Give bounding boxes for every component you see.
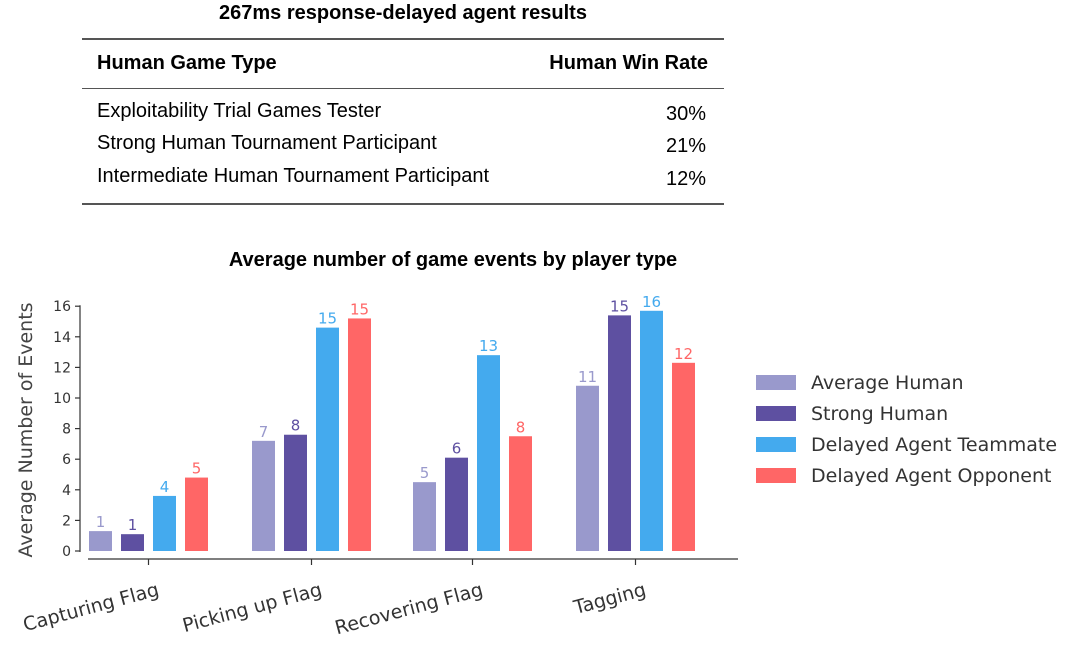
x-tick-label: Capturing Flag [21, 579, 162, 636]
row-win-rate: 30% [665, 103, 706, 125]
data-label: 16 [642, 293, 661, 311]
row-game-type: Strong Human Tournament Participant [97, 132, 437, 154]
data-label: 11 [578, 368, 597, 386]
y-tick-label: 2 [62, 513, 71, 529]
data-label: 1 [96, 513, 106, 531]
legend-label: Delayed Agent Teammate [811, 434, 1057, 456]
bar [413, 482, 436, 551]
table-row: Intermediate Human Tournament Participan… [82, 165, 724, 195]
bar [672, 362, 695, 551]
data-label: 15 [610, 297, 629, 315]
bar [252, 440, 275, 551]
chart-title: Average number of game events by player … [228, 249, 678, 271]
data-label: 13 [479, 337, 498, 355]
bar [284, 434, 307, 551]
bar [185, 477, 208, 551]
data-label: 8 [516, 418, 526, 436]
legend-label: Delayed Agent Opponent [811, 465, 1051, 487]
legend-swatch [756, 437, 796, 452]
bar [153, 495, 176, 551]
legend-swatch [756, 406, 796, 421]
y-tick-label: 14 [53, 330, 71, 346]
data-label: 12 [674, 345, 693, 363]
bar [640, 310, 663, 551]
data-label: 5 [192, 460, 202, 478]
bar [477, 355, 500, 551]
header-win-rate: Human Win Rate [549, 52, 708, 74]
y-tick-label: 10 [53, 391, 71, 407]
bar [316, 327, 339, 551]
table-header-rule [82, 88, 724, 89]
table-top-rule [82, 38, 724, 40]
legend-swatch [756, 375, 796, 390]
row-game-type: Exploitability Trial Games Tester [97, 100, 382, 122]
data-label: 1 [128, 516, 138, 534]
data-label: 15 [350, 300, 369, 318]
data-label: 5 [420, 464, 430, 482]
data-label: 7 [259, 423, 269, 441]
row-win-rate: 12% [665, 168, 706, 190]
table-bottom-rule [82, 203, 724, 205]
y-tick-label: 6 [62, 452, 71, 468]
row-game-type: Intermediate Human Tournament Participan… [97, 165, 490, 187]
bar [348, 318, 371, 551]
bar [509, 436, 532, 551]
legend-swatch [756, 468, 796, 483]
x-tick-label: Picking up Flag [180, 579, 324, 637]
legend-label: Strong Human [811, 403, 948, 425]
table-row: Exploitability Trial Games Tester 30% [82, 100, 724, 130]
y-tick-label: 8 [62, 422, 71, 438]
row-win-rate: 21% [665, 135, 706, 157]
data-label: 4 [160, 478, 170, 496]
data-label: 6 [452, 440, 462, 458]
bar [89, 531, 112, 551]
bar [121, 534, 144, 551]
bar [608, 315, 631, 551]
legend-label: Average Human [811, 372, 964, 394]
y-tick-label: 4 [62, 483, 71, 499]
x-tick-label: Recovering Flag [333, 579, 486, 640]
table-title: 267ms response-delayed agent results [219, 2, 587, 24]
header-game-type: Human Game Type [97, 52, 277, 74]
bar [576, 385, 599, 551]
data-label: 8 [291, 417, 301, 435]
y-tick-label: 12 [53, 360, 71, 376]
bar [445, 457, 468, 551]
y-tick-label: 16 [53, 299, 71, 315]
y-axis-label: Average Number of Events [15, 302, 37, 557]
data-label: 15 [318, 310, 337, 328]
y-tick-label: 0 [62, 544, 71, 560]
x-tick-label: Tagging [571, 579, 649, 620]
table-row: Strong Human Tournament Participant 21% [82, 132, 724, 162]
